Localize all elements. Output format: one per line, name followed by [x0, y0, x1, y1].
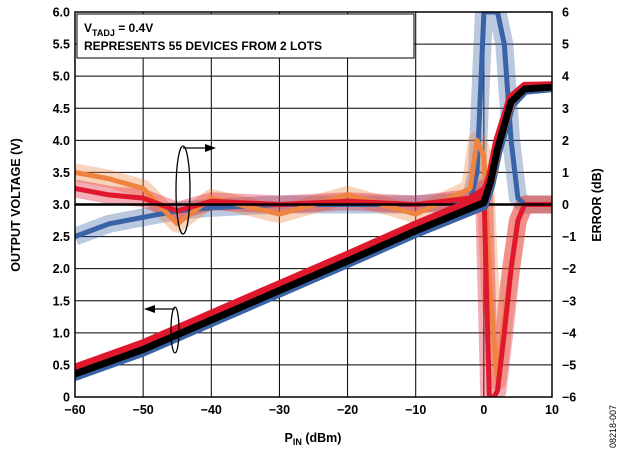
error-series-line — [75, 186, 552, 397]
y-right-tick-label: 6 — [562, 6, 569, 20]
y-right-axis-title: ERROR (dB) — [590, 168, 604, 242]
x-tick-label: −40 — [201, 403, 222, 417]
y-left-tick-label: 4.0 — [53, 134, 70, 148]
y-right-tick-label: −3 — [562, 294, 576, 308]
y-right-tick-label: −4 — [562, 326, 576, 340]
y-right-tick-labels: −6 −5 −4 −3 −2 −1 0 1 2 3 4 5 6 — [562, 6, 576, 405]
y-right-tick-label: −1 — [562, 230, 576, 244]
x-tick-label: −50 — [133, 403, 154, 417]
y-right-tick-label: −2 — [562, 262, 576, 276]
y-left-tick-labels: 0 0.5 1.0 1.5 2.0 2.5 3.0 3.5 4.0 4.5 5.0 5.5 6.0 — [53, 6, 70, 405]
x-tick-label: −20 — [337, 403, 358, 417]
y-left-tick-label: 6.0 — [53, 6, 70, 20]
y-left-tick-label: 3.5 — [53, 166, 70, 180]
x-tick-label: 0 — [480, 403, 487, 417]
y-right-tick-label: 5 — [562, 38, 569, 52]
y-left-tick-label: 3.0 — [53, 198, 70, 212]
error-axis-pointer — [175, 144, 216, 235]
x-tick-label: −10 — [405, 403, 426, 417]
y-left-tick-label: 2.0 — [53, 262, 70, 276]
plot-frame — [74, 11, 553, 398]
y-left-tick-label: 5.0 — [53, 70, 70, 84]
x-tick-label: 10 — [545, 403, 559, 417]
annotation-line-1: VTADJ = 0.4V — [84, 21, 153, 38]
y-left-axis-title: OUTPUT VOLTAGE (V) — [9, 138, 23, 272]
output-voltage-series-layer — [75, 81, 552, 381]
x-tick-label: −60 — [64, 403, 85, 417]
y-left-tick-label: 0.5 — [53, 358, 70, 372]
y-left-tick-label: 5.5 — [53, 38, 70, 52]
y-right-tick-label: 4 — [562, 70, 569, 84]
y-right-tick-label: −6 — [562, 391, 576, 405]
y-left-tick-label: 1.5 — [53, 294, 70, 308]
y-right-tick-label: 1 — [562, 166, 569, 180]
y-right-tick-label: −5 — [562, 358, 576, 372]
x-tick-label: −30 — [269, 403, 290, 417]
voltage-axis-pointer — [144, 305, 180, 354]
annotation-line-2: REPRESENTS 55 DEVICES FROM 2 LOTS — [84, 39, 322, 53]
x-axis-title: PIN (dBm) — [285, 431, 342, 447]
figure-code: 08218-007 — [608, 405, 618, 448]
y-left-tick-label: 2.5 — [53, 230, 70, 244]
y-right-tick-label: 2 — [562, 134, 569, 148]
output-voltage-series-line — [75, 83, 552, 378]
annotation-box — [76, 13, 415, 59]
y-left-tick-label: 1.0 — [53, 326, 70, 340]
x-tick-labels: −60 −50 −40 −30 −20 −10 0 10 — [64, 403, 559, 417]
y-right-tick-label: 0 — [562, 198, 569, 212]
y-left-tick-label: 4.5 — [53, 102, 70, 116]
y-left-tick-label: 0 — [63, 391, 70, 405]
y-right-tick-label: 3 — [562, 102, 569, 116]
